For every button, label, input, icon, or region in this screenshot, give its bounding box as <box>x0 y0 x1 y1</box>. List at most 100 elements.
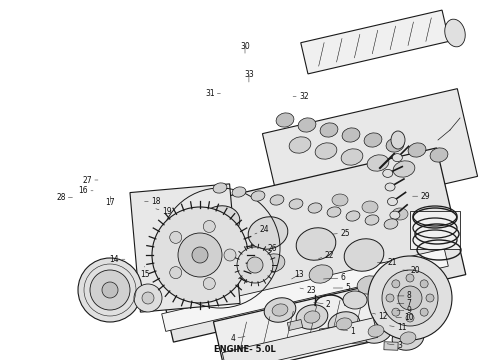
Ellipse shape <box>320 123 338 137</box>
Ellipse shape <box>406 274 414 282</box>
Ellipse shape <box>102 282 118 298</box>
Ellipse shape <box>360 319 392 343</box>
Text: 21: 21 <box>377 258 397 266</box>
Ellipse shape <box>203 220 215 233</box>
Ellipse shape <box>336 318 352 330</box>
Ellipse shape <box>344 239 384 271</box>
Text: 10: 10 <box>396 313 414 322</box>
Ellipse shape <box>383 170 393 177</box>
Polygon shape <box>287 320 303 330</box>
Text: ENGINE- 5.0L: ENGINE- 5.0L <box>214 346 276 355</box>
Text: 12: 12 <box>372 311 388 320</box>
Ellipse shape <box>232 187 246 197</box>
Text: 1: 1 <box>341 327 355 336</box>
Ellipse shape <box>364 133 382 147</box>
Text: 24: 24 <box>255 225 270 234</box>
Ellipse shape <box>332 194 348 206</box>
Ellipse shape <box>386 294 394 302</box>
Text: 7: 7 <box>397 299 412 308</box>
Ellipse shape <box>391 131 405 149</box>
Ellipse shape <box>134 284 162 312</box>
Ellipse shape <box>392 326 424 350</box>
Text: 6: 6 <box>323 274 345 282</box>
Ellipse shape <box>328 312 360 336</box>
Ellipse shape <box>213 243 237 261</box>
Ellipse shape <box>365 215 379 225</box>
Polygon shape <box>130 184 240 312</box>
Ellipse shape <box>445 19 465 47</box>
Ellipse shape <box>200 206 240 238</box>
Polygon shape <box>301 10 449 74</box>
Ellipse shape <box>203 278 215 289</box>
Polygon shape <box>144 148 466 342</box>
Text: 9: 9 <box>397 306 412 315</box>
Polygon shape <box>162 249 448 332</box>
Text: 32: 32 <box>293 92 309 101</box>
Ellipse shape <box>385 183 395 191</box>
Ellipse shape <box>213 183 227 193</box>
Ellipse shape <box>392 154 402 162</box>
Ellipse shape <box>237 247 273 283</box>
Ellipse shape <box>357 276 381 294</box>
Text: 4: 4 <box>230 334 245 343</box>
Polygon shape <box>319 327 335 337</box>
Ellipse shape <box>367 155 389 171</box>
Text: 3: 3 <box>387 341 402 350</box>
Ellipse shape <box>296 228 336 260</box>
Ellipse shape <box>386 138 404 152</box>
Text: 15: 15 <box>140 266 149 279</box>
Ellipse shape <box>170 267 182 279</box>
Text: 18: 18 <box>145 197 161 206</box>
Polygon shape <box>352 335 366 343</box>
Text: 17: 17 <box>105 196 115 207</box>
Polygon shape <box>214 285 387 360</box>
Ellipse shape <box>420 308 428 316</box>
Polygon shape <box>222 318 378 360</box>
Ellipse shape <box>90 270 130 310</box>
Ellipse shape <box>261 254 285 272</box>
Ellipse shape <box>192 247 208 263</box>
Ellipse shape <box>368 325 384 337</box>
Text: 5: 5 <box>333 284 350 292</box>
Ellipse shape <box>264 298 296 322</box>
Ellipse shape <box>308 203 322 213</box>
Text: 11: 11 <box>390 323 407 332</box>
Polygon shape <box>410 211 460 249</box>
Text: 19: 19 <box>156 207 171 216</box>
Ellipse shape <box>384 219 398 229</box>
Text: 8: 8 <box>397 291 412 300</box>
Ellipse shape <box>426 294 434 302</box>
Text: 27: 27 <box>82 176 98 185</box>
Ellipse shape <box>178 233 222 277</box>
Text: 28: 28 <box>56 193 73 202</box>
Text: 14: 14 <box>109 255 125 264</box>
Ellipse shape <box>346 211 360 221</box>
Ellipse shape <box>420 280 428 288</box>
Ellipse shape <box>289 137 311 153</box>
Ellipse shape <box>392 308 400 316</box>
Ellipse shape <box>170 231 182 243</box>
Polygon shape <box>263 89 478 221</box>
Ellipse shape <box>368 256 452 340</box>
Text: 33: 33 <box>244 71 254 82</box>
Ellipse shape <box>276 113 294 127</box>
Ellipse shape <box>408 143 426 157</box>
Text: 2: 2 <box>314 300 331 309</box>
Ellipse shape <box>400 332 416 344</box>
Ellipse shape <box>406 314 414 322</box>
Ellipse shape <box>390 211 400 219</box>
Ellipse shape <box>392 280 400 288</box>
Ellipse shape <box>315 143 337 159</box>
Ellipse shape <box>248 217 288 249</box>
Ellipse shape <box>251 191 265 201</box>
Ellipse shape <box>327 207 341 217</box>
Ellipse shape <box>298 118 316 132</box>
Text: 29: 29 <box>413 192 430 201</box>
Ellipse shape <box>270 195 284 205</box>
Ellipse shape <box>142 292 154 304</box>
Ellipse shape <box>289 199 303 209</box>
Ellipse shape <box>430 148 448 162</box>
Ellipse shape <box>341 149 363 165</box>
Text: 16: 16 <box>78 186 93 195</box>
Text: 13: 13 <box>292 270 304 279</box>
